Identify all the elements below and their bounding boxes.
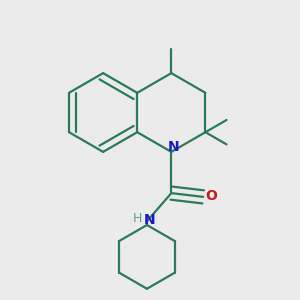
- Text: O: O: [206, 189, 218, 203]
- Text: N: N: [144, 213, 156, 227]
- Text: N: N: [167, 140, 179, 154]
- Text: H: H: [133, 212, 142, 225]
